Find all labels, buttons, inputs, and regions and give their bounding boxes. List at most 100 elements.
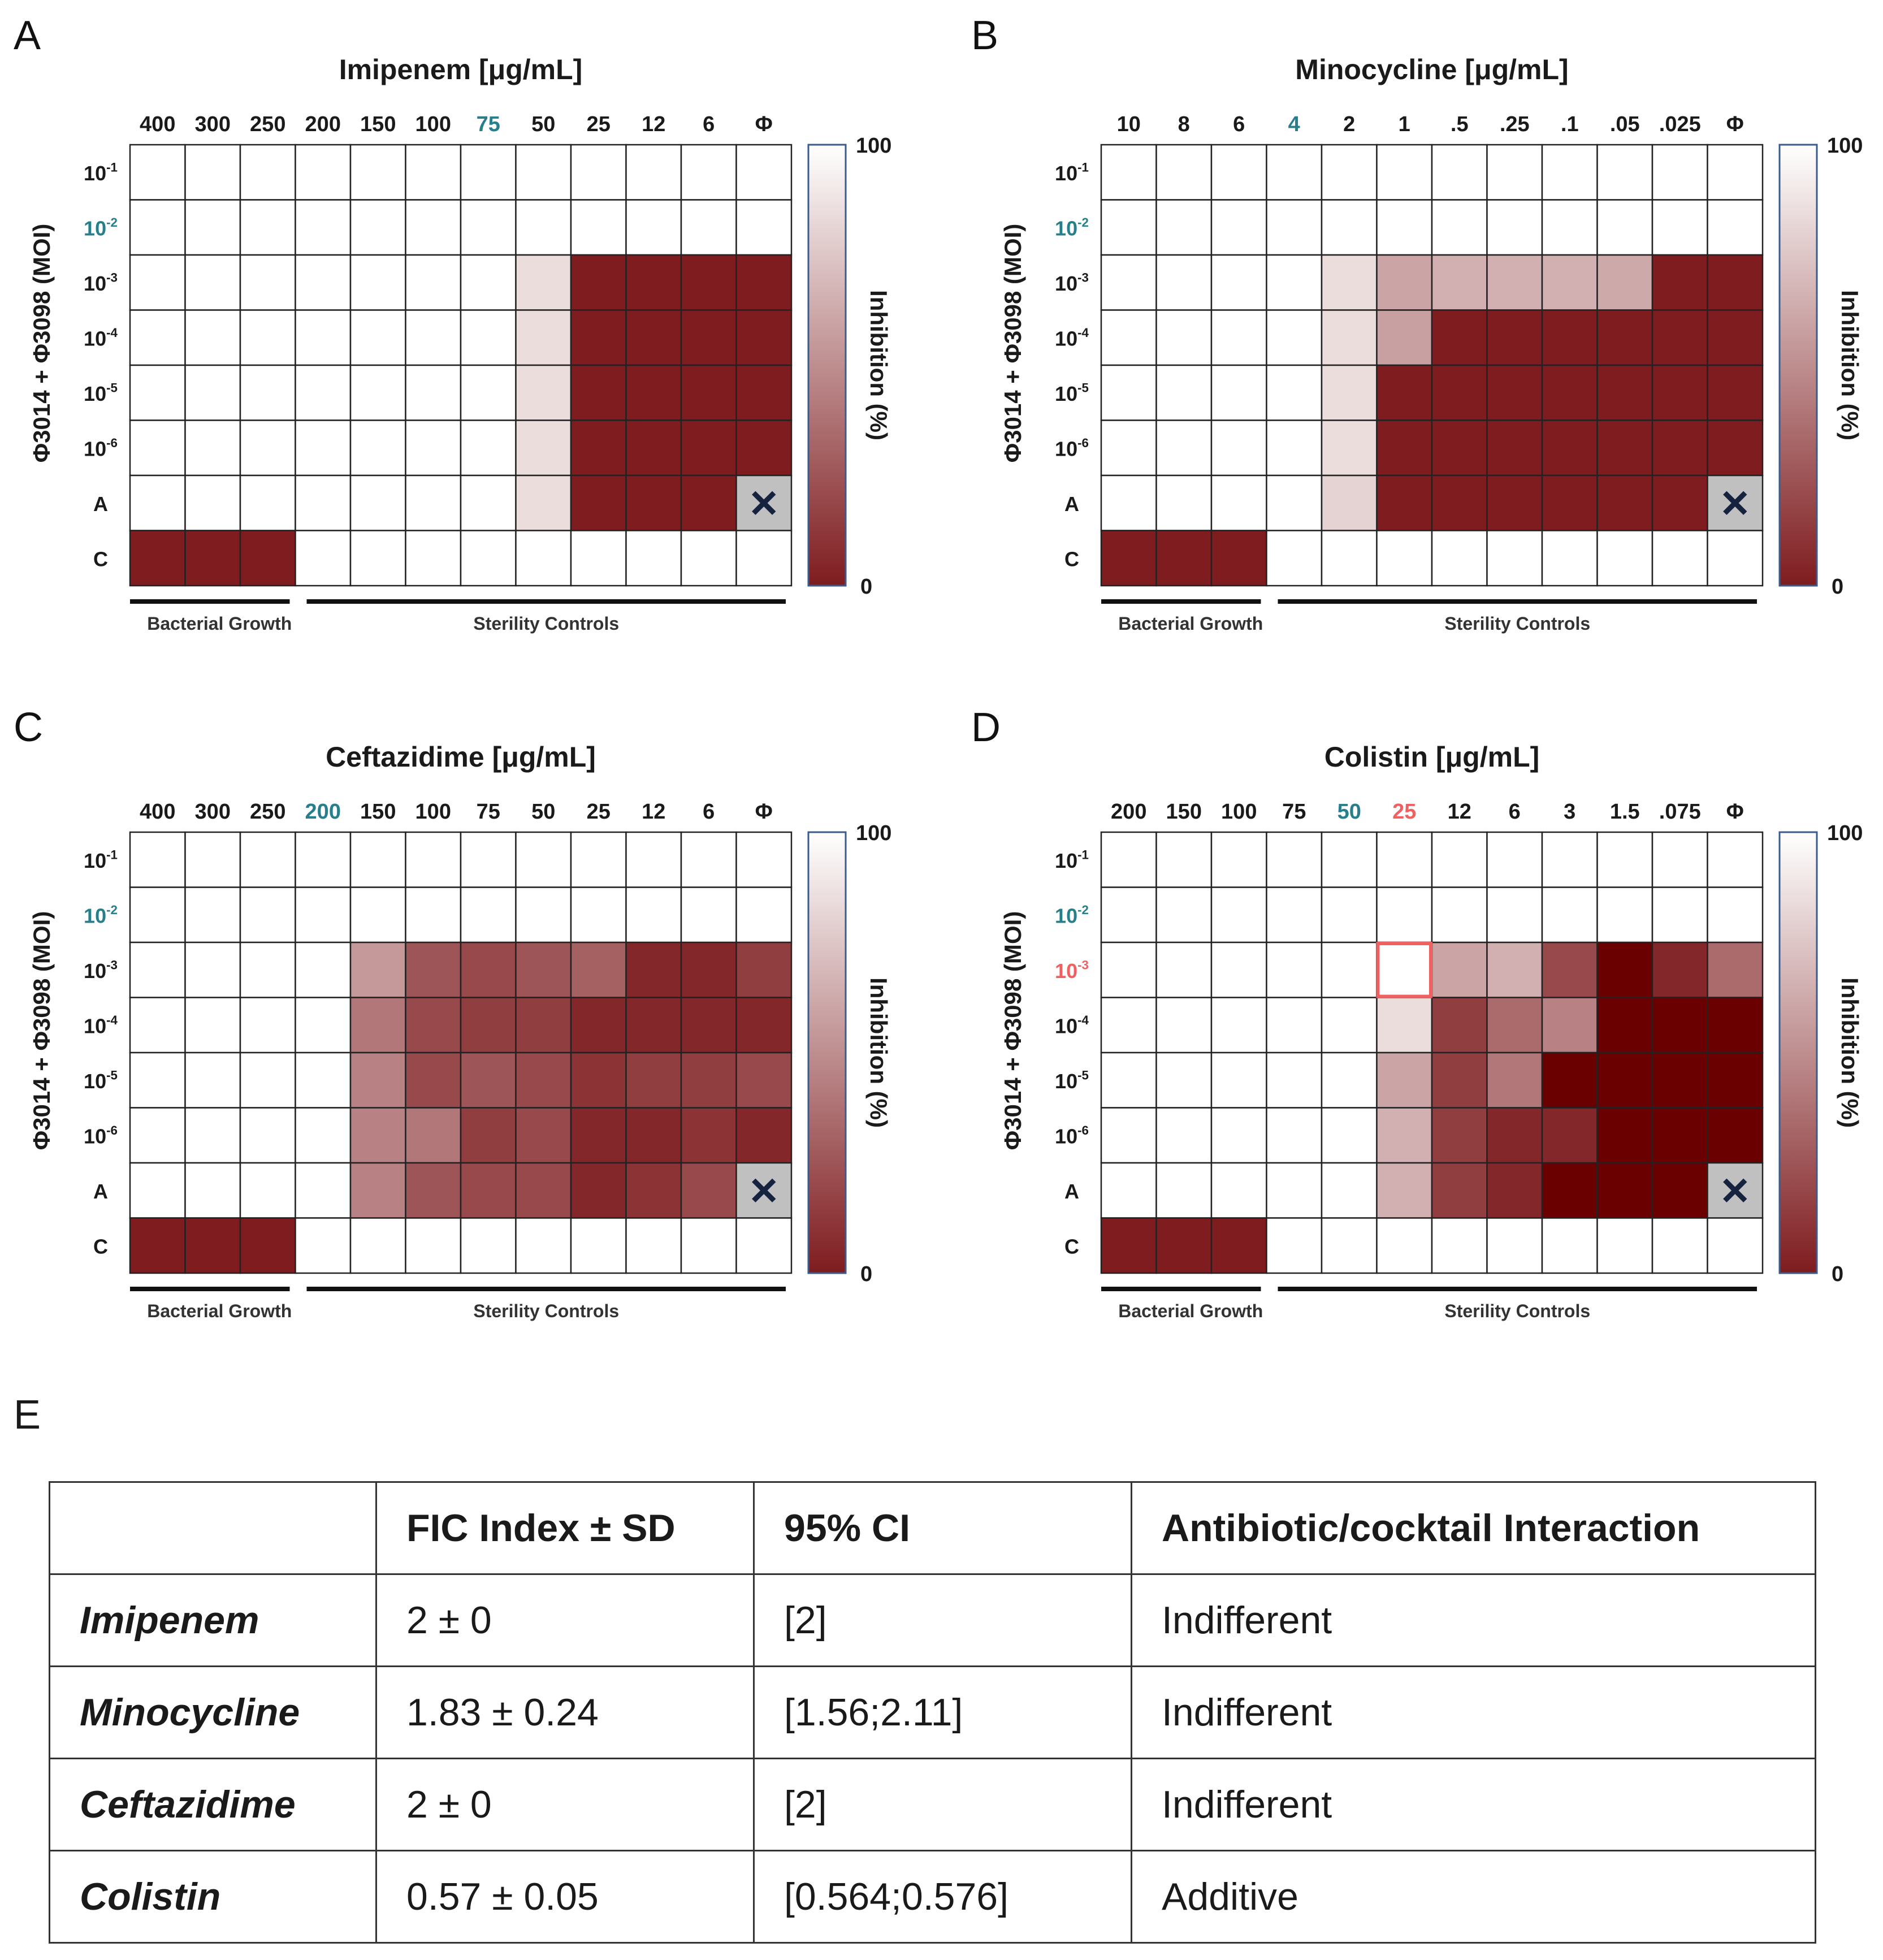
- heatmap-cell: [625, 1052, 682, 1109]
- heatmap-cell: [1541, 419, 1598, 477]
- heatmap-cell: [1651, 199, 1708, 256]
- heatmap-cell: [1596, 254, 1653, 311]
- heatmap-cell: [625, 144, 682, 201]
- heatmap-cell: [1155, 941, 1213, 998]
- heatmap-cell: [1100, 941, 1157, 998]
- heatmap-cell: [1376, 474, 1433, 531]
- heatmap-cell: [570, 1162, 627, 1219]
- column-tick-label: Φ: [1726, 113, 1744, 136]
- column-tick-label: 200: [1111, 800, 1146, 824]
- heatmap-cell: [1266, 1217, 1323, 1274]
- colorbar: [807, 144, 847, 587]
- heatmap-cell: [1541, 831, 1598, 888]
- heatmap-cell: [460, 997, 517, 1054]
- heatmap-cell: [1155, 1162, 1213, 1219]
- heatmap-cell: [1541, 1162, 1598, 1219]
- heatmap-cell: [460, 309, 517, 366]
- table-cell: 2 ± 0: [375, 1573, 755, 1667]
- heatmap-cell: [570, 941, 627, 998]
- table-cell: Indifferent: [1131, 1758, 1816, 1851]
- heatmap-cell: [1707, 1052, 1764, 1109]
- heatmap-cell: [1100, 419, 1157, 477]
- heatmap-cell: [625, 199, 682, 256]
- heatmap-cell: [1651, 254, 1708, 311]
- heatmap-cell: [1321, 199, 1378, 256]
- heatmap-cell: [1155, 474, 1213, 531]
- heatmap-cell: [1431, 1052, 1488, 1109]
- column-tick-label: 50: [1337, 800, 1361, 824]
- heatmap-cell: [1431, 886, 1488, 944]
- row-tick-label: 10-6: [84, 436, 118, 460]
- heatmap-cell: [295, 886, 352, 944]
- heatmap-cell: [515, 419, 572, 477]
- heatmap-cell: [625, 1217, 682, 1274]
- heatmap-cell: [184, 831, 241, 888]
- x-mark-icon: [1723, 491, 1747, 515]
- heatmap-cell: [1651, 474, 1708, 531]
- heatmap-cell: [680, 474, 737, 531]
- heatmap-cell: [1431, 474, 1488, 531]
- colorbar-label: Inhibition (%): [865, 977, 892, 1128]
- heatmap-cell: [735, 199, 793, 256]
- heatmap-cell: [1596, 941, 1653, 998]
- heatmap-cell: [735, 530, 793, 587]
- heatmap-cell: [1541, 530, 1598, 587]
- column-tick-label: Φ: [755, 113, 773, 136]
- heatmap-cell: [515, 886, 572, 944]
- column-tick-label: Φ: [1726, 800, 1744, 824]
- column-tick-label: 2: [1343, 113, 1355, 136]
- colorbar-min-label: 0: [1832, 1262, 1843, 1286]
- heatmap-cell: [1100, 474, 1157, 531]
- heatmap-cell: [405, 941, 462, 998]
- heatmap-cell: [680, 254, 737, 311]
- row-tick-label: 10-1: [84, 161, 118, 185]
- row-tick-label: 10-4: [1055, 1013, 1089, 1037]
- column-tick-label: 3: [1564, 800, 1575, 824]
- heatmap-panel-a: A Imipenem [μg/mL] 400 300 250 200 150 100 75 50…: [0, 0, 916, 667]
- heatmap-cell: [570, 419, 627, 477]
- heatmap-panel-c: C Ceftazidime [μg/mL] 400 300 250 200 150 100 7…: [0, 687, 916, 1355]
- row-tick-label: 10-1: [1055, 848, 1089, 872]
- heatmap-cell: [1266, 886, 1323, 944]
- heatmap-cell: [735, 144, 793, 201]
- heatmap-cell: [1100, 364, 1157, 421]
- heatmap-cell: [295, 419, 352, 477]
- x-mark-icon: [1723, 1178, 1747, 1202]
- heatmap-cell: [680, 1052, 737, 1109]
- table-cell: [0.564;0.576]: [753, 1850, 1132, 1944]
- row-tick-label: 10-2: [1055, 215, 1089, 240]
- heatmap-cell: [1376, 831, 1433, 888]
- heatmap-cell: [349, 309, 406, 366]
- colorbar-label: Inhibition (%): [1837, 977, 1863, 1128]
- column-tick-label: .25: [1500, 113, 1530, 136]
- colorbar: [807, 831, 847, 1274]
- heatmap-cell: [1707, 144, 1764, 201]
- heatmap-cell: [1486, 309, 1543, 366]
- heatmap-cell: [1266, 254, 1323, 311]
- heatmap-cell: [1431, 419, 1488, 477]
- column-tick-label: 50: [531, 113, 555, 136]
- y-axis-label: Φ3014 + Φ3098 (MOI): [28, 224, 55, 463]
- heatmap-cell: [515, 530, 572, 587]
- table-cell: [1.56;2.11]: [753, 1665, 1132, 1759]
- heatmap-cell: [460, 254, 517, 311]
- heatmap-cell: [1100, 1107, 1157, 1164]
- heatmap-cell: [1376, 419, 1433, 477]
- heatmap-cell: [1155, 199, 1213, 256]
- heatmap-cell: [570, 364, 627, 421]
- heatmap-cell: [184, 530, 241, 587]
- heatmap-cell: [295, 474, 352, 531]
- heatmap-cell: [1155, 831, 1213, 888]
- heatmap-cell: [1486, 1162, 1543, 1219]
- heatmap-cell: [625, 886, 682, 944]
- table-cell-drug: Minocycline: [49, 1665, 377, 1759]
- fic-index-table: FIC Index ± SD 95% CI Antibiotic/cocktai…: [49, 1481, 1816, 1944]
- heatmap-cell: [1210, 886, 1267, 944]
- heatmap-cell: [1707, 997, 1764, 1054]
- panel-letter: A: [14, 13, 41, 58]
- heatmap-cell: [1541, 1217, 1598, 1274]
- colorbar-min-label: 0: [860, 1262, 872, 1286]
- heatmap-cell: [1707, 364, 1764, 421]
- heatmap-cell: [1155, 1107, 1213, 1164]
- heatmap-cell: [1376, 144, 1433, 201]
